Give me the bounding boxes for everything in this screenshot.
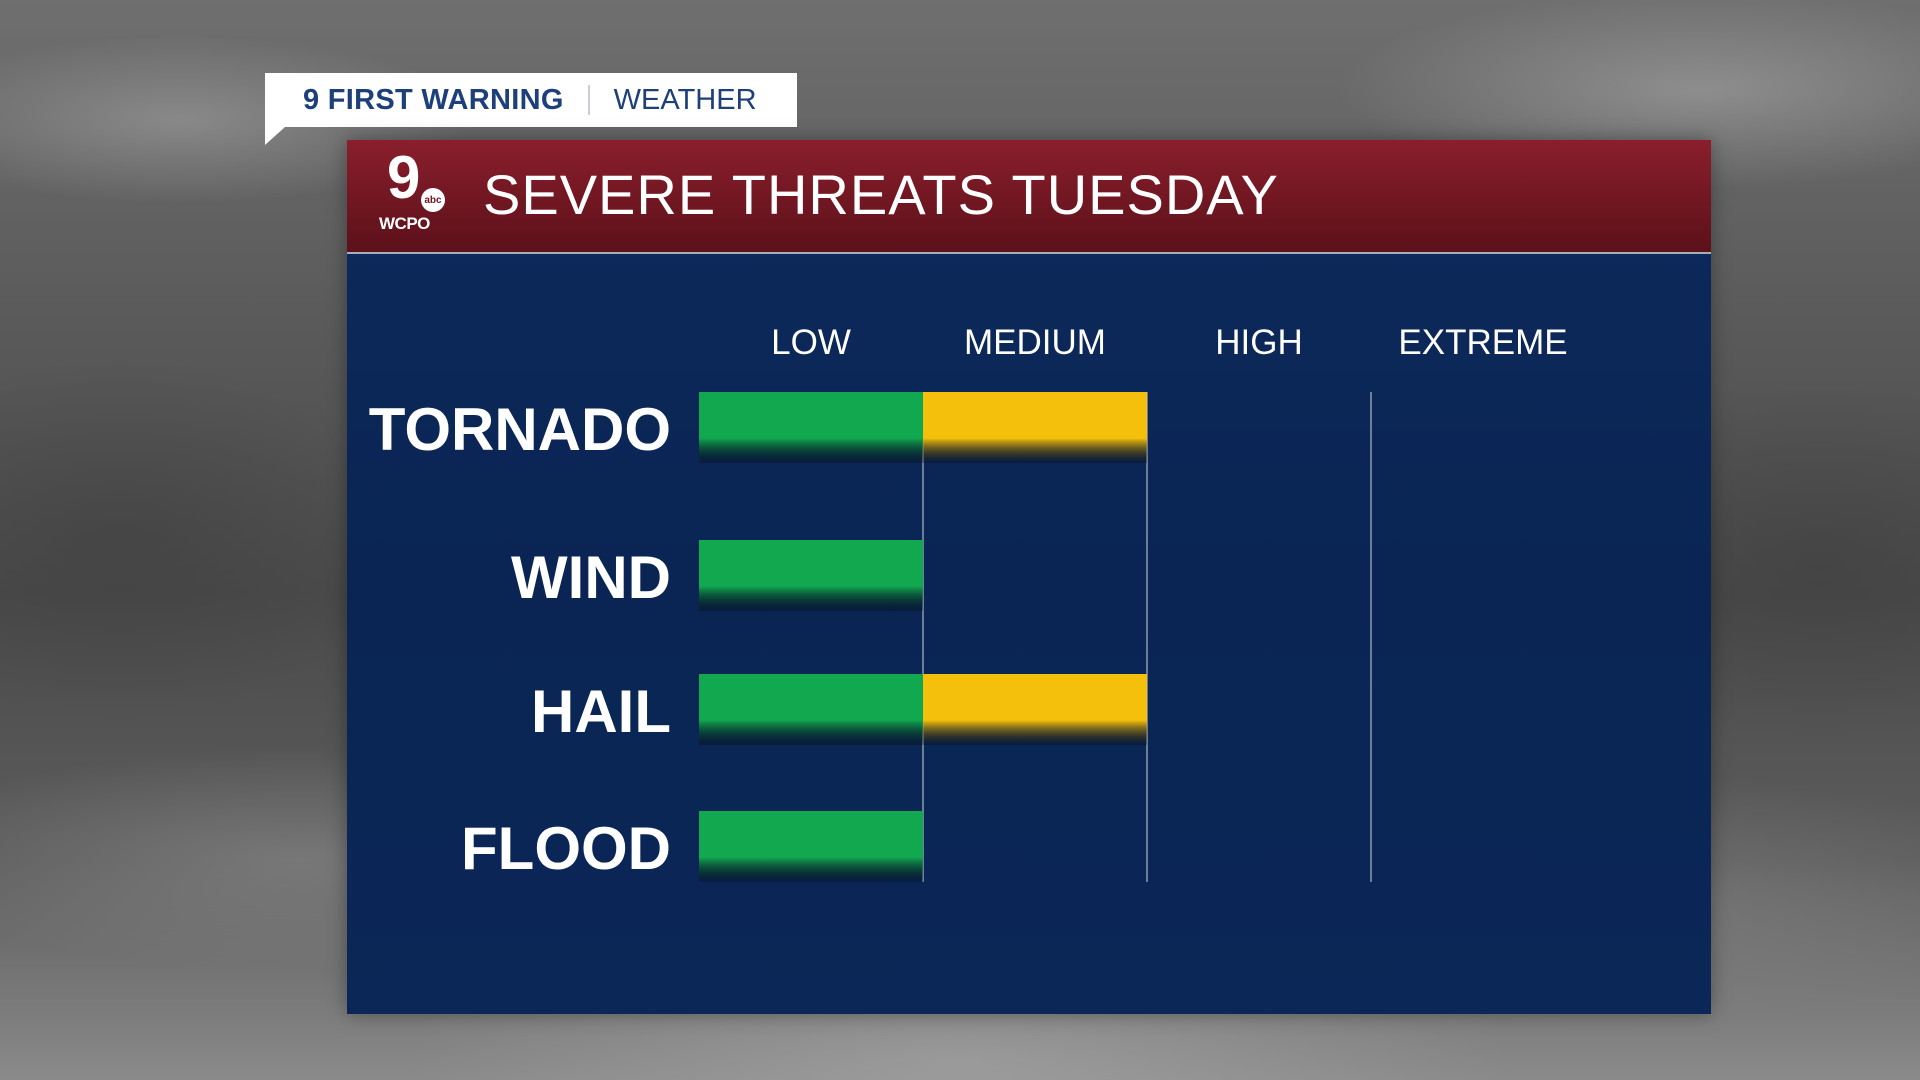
bar-flood-low — [699, 811, 923, 882]
threat-label-wind: WIND — [511, 544, 671, 611]
bar-tornado-medium — [923, 392, 1147, 463]
bar-hail-low — [699, 674, 923, 745]
threat-panel: 9 abc WCPO SEVERE THREATS TUESDAY — [347, 140, 1711, 1014]
bar-tornado-low — [699, 392, 923, 463]
brand-name: 9 FIRST WARNING — [303, 83, 564, 116]
bar-hail-medium — [923, 674, 1147, 745]
level-label-low: LOW — [771, 323, 851, 362]
section-name: WEATHER — [613, 83, 757, 116]
network-logo-icon: abc — [421, 188, 445, 212]
level-label-medium: MEDIUM — [964, 323, 1106, 362]
logo-number: 9 — [387, 144, 421, 211]
brand-tag: 9 FIRST WARNING WEATHER — [265, 73, 797, 127]
level-label-high: HIGH — [1215, 323, 1303, 362]
tag-notch — [265, 127, 285, 145]
bar-wind-low — [699, 540, 923, 611]
threat-label-hail: HAIL — [531, 678, 671, 745]
threat-label-flood: FLOOD — [461, 815, 671, 882]
station-logo: 9 abc WCPO — [377, 148, 457, 238]
threat-label-tornado: TORNADO — [368, 396, 671, 463]
panel-header: 9 abc WCPO SEVERE THREATS TUESDAY — [347, 140, 1711, 254]
tag-divider — [587, 85, 590, 115]
page-title: SEVERE THREATS TUESDAY — [483, 163, 1279, 226]
logo-call-letters: WCPO — [379, 214, 430, 233]
level-label-extreme: EXTREME — [1398, 323, 1568, 362]
